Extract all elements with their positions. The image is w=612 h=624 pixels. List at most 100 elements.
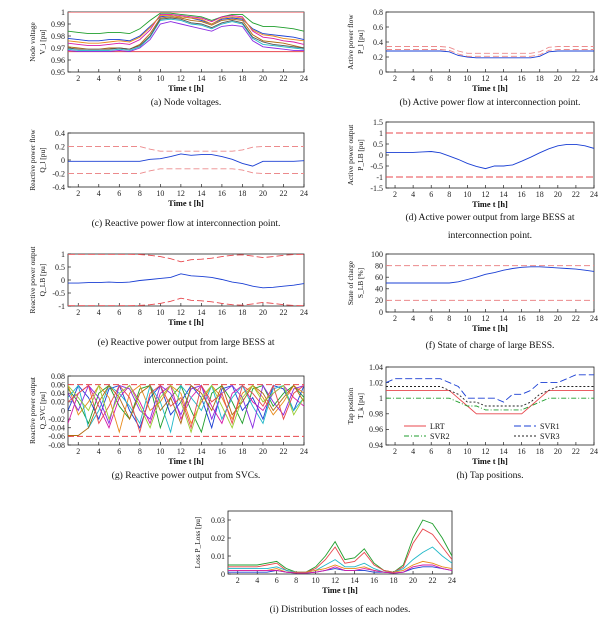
x-tick-label: 20 (554, 190, 562, 199)
x-tick-label: 24 (448, 576, 456, 585)
x-tick-label: 6 (429, 74, 433, 83)
y-tick-label: 0.95 (51, 68, 65, 77)
x-tick-label: 10 (463, 447, 471, 456)
panel-caption: (c) Reactive power flow at interconnecti… (92, 218, 281, 229)
plot-area (68, 384, 304, 437)
plot-area (386, 374, 594, 415)
y-tick-label: 100 (371, 250, 383, 259)
x-tick-label: 16 (518, 314, 526, 323)
series-line-LRT (386, 389, 594, 415)
x-tick-label: 6 (275, 576, 279, 585)
x-tick-label: 6 (117, 447, 121, 456)
chart-panel-g: 2 4 6 8 10 12 14 16 18 20 22 24-0.08-0.06-0.04-0.02… (28, 372, 308, 481)
x-tick-label: 6 (429, 314, 433, 323)
x-tick-label: 18 (238, 189, 246, 198)
series-line-upper-limit (68, 146, 304, 152)
series-line-node-8 (68, 17, 304, 50)
chart-panel-d: 2 4 6 8 10 12 14 16 18 20 22 24-1.5-1-0.500.511.5Ti… (346, 118, 598, 241)
series-line-SVR3 (386, 386, 594, 407)
series-line-node-4 (68, 16, 304, 50)
series-line-lower-limit (386, 49, 594, 57)
x-tick-label: 2 (393, 74, 397, 83)
legend-entry: LRT (430, 422, 445, 431)
y-tick-label: -0.06 (48, 432, 65, 441)
x-tick-label: 14 (351, 576, 359, 585)
x-tick-label: 8 (138, 447, 142, 456)
x-tick-label: 2 (76, 74, 80, 83)
x-tick-label: 24 (590, 190, 598, 199)
y-tick-label: 0 (379, 308, 383, 317)
x-axis-label: Time t [h] (472, 200, 508, 209)
series-line-upper-limit (68, 254, 304, 263)
x-tick-label: 12 (177, 447, 185, 456)
x-tick-label: 8 (447, 74, 451, 83)
x-tick-label: 22 (279, 74, 287, 83)
x-tick-label: 8 (447, 314, 451, 323)
plot-frame (67, 132, 305, 188)
series-line-node-3 (68, 13, 304, 47)
y-tick-label: 0 (61, 276, 65, 285)
y-tick-label: 0 (61, 406, 65, 415)
series-line-Q-BESS (68, 273, 304, 289)
x-tick-label: 20 (409, 576, 417, 585)
x-tick-label: 6 (117, 189, 121, 198)
x-tick-label: 2 (393, 190, 397, 199)
y-axis-label: P_LB [pu] (356, 139, 365, 170)
y-tick-label: 0.4 (55, 129, 65, 138)
x-tick-label: 2 (393, 314, 397, 323)
x-tick-label: 14 (500, 447, 508, 456)
x-tick-label: 18 (536, 447, 544, 456)
y-tick-label: 0.5 (55, 263, 65, 272)
y-axis-label: Reactive power output (28, 376, 37, 444)
y-tick-label: -0.04 (48, 424, 65, 433)
x-tick-label: 4 (97, 308, 101, 317)
y-axis-label: Reactive power flow (28, 129, 37, 191)
series-line-node-1 (68, 12, 304, 35)
x-tick-label: 20 (259, 189, 267, 198)
x-tick-label: 12 (481, 74, 489, 83)
panel-caption: (i) Distribution losses of each nodes. (270, 604, 411, 615)
x-tick-label: 4 (411, 447, 415, 456)
y-tick-label: 1.5 (373, 118, 383, 127)
x-tick-label: 10 (463, 74, 471, 83)
y-axis-label: Tap position (346, 387, 355, 424)
x-tick-label: 2 (76, 308, 80, 317)
series-line-lower-limit (68, 168, 304, 174)
y-axis-label: Q_LB [pu] (38, 264, 47, 297)
series-line-SVC-5 (68, 384, 304, 434)
plot-frame (227, 510, 453, 575)
x-tick-label: 18 (238, 447, 246, 456)
y-axis-label: Loss P_Loss [pu] (193, 517, 202, 569)
x-tick-label: 22 (279, 447, 287, 456)
x-tick-label: 24 (300, 308, 308, 317)
x-tick-label: 8 (294, 576, 298, 585)
panel-caption: (h) Tap positions. (456, 470, 523, 481)
plot-area (386, 46, 594, 59)
y-tick-label: 0.2 (373, 53, 383, 62)
y-axis-label: Reactive power output (28, 246, 37, 314)
x-tick-label: 22 (572, 74, 580, 83)
y-tick-label: 0.97 (51, 44, 65, 53)
plot-frame (385, 121, 595, 189)
y-axis-label: Active power output (346, 124, 355, 186)
plot-frame (67, 375, 305, 446)
y-tick-label: 0.94 (369, 441, 383, 450)
plot-area (68, 12, 304, 53)
x-tick-label: 6 (117, 308, 121, 317)
y-tick-label: 0 (221, 570, 225, 579)
x-tick-label: 14 (500, 74, 508, 83)
x-tick-label: 10 (463, 190, 471, 199)
panel-caption: (b) Active power flow at interconnection… (400, 97, 581, 108)
panel-caption: (d) Active power output from large BESS … (405, 212, 574, 223)
x-tick-label: 14 (197, 447, 205, 456)
series-line-SVR2 (386, 397, 594, 411)
x-tick-label: 4 (97, 189, 101, 198)
series-line-node-5 (68, 18, 304, 51)
y-tick-label: 0.02 (211, 534, 225, 543)
x-tick-label: 16 (218, 74, 226, 83)
x-axis-label: Time t [h] (472, 457, 508, 466)
x-axis-label: Time t [h] (472, 84, 508, 93)
x-tick-label: 12 (331, 576, 339, 585)
series-line-SVC-7 (68, 384, 304, 436)
